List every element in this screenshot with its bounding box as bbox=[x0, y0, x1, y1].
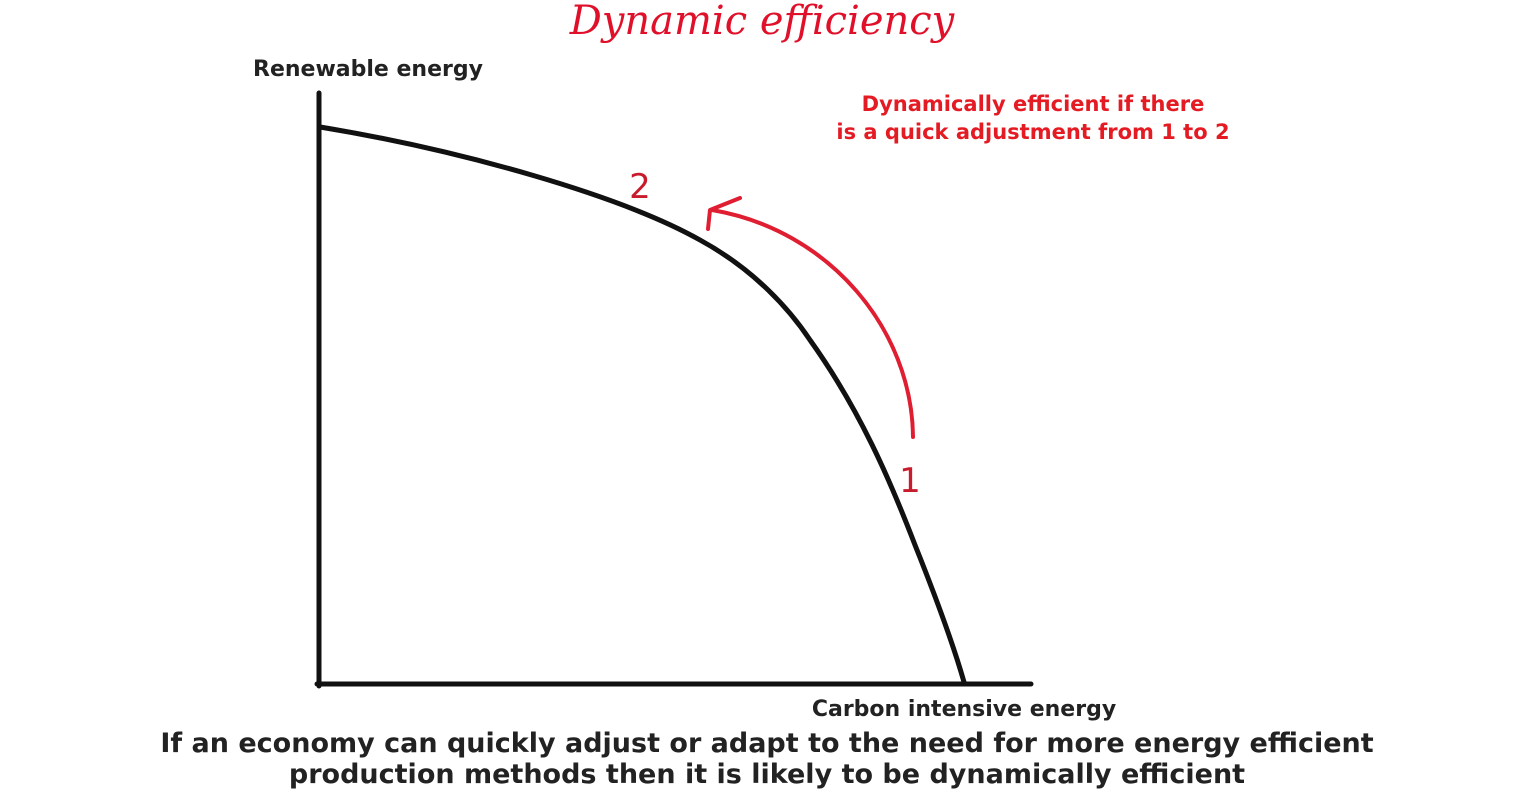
diagram-title: Dynamic efficiency bbox=[569, 0, 956, 44]
caption-line-2: production methods then it is likely to … bbox=[289, 759, 1245, 790]
adjustment-arrow bbox=[710, 208, 915, 439]
x-axis-label: Carbon intensive energy bbox=[812, 697, 1116, 722]
ppf-curve bbox=[317, 124, 967, 685]
annotation-line-2: is a quick adjustment from 1 to 2 bbox=[836, 120, 1229, 144]
adjustment-arrowhead bbox=[706, 196, 742, 231]
point-1-label: 1 bbox=[899, 461, 921, 501]
point-2-label: 2 bbox=[629, 167, 651, 207]
annotation-line-1: Dynamically efficient if there bbox=[862, 92, 1205, 116]
y-axis-label: Renewable energy bbox=[253, 57, 483, 82]
caption-line-1: If an economy can quickly adjust or adap… bbox=[160, 728, 1373, 759]
